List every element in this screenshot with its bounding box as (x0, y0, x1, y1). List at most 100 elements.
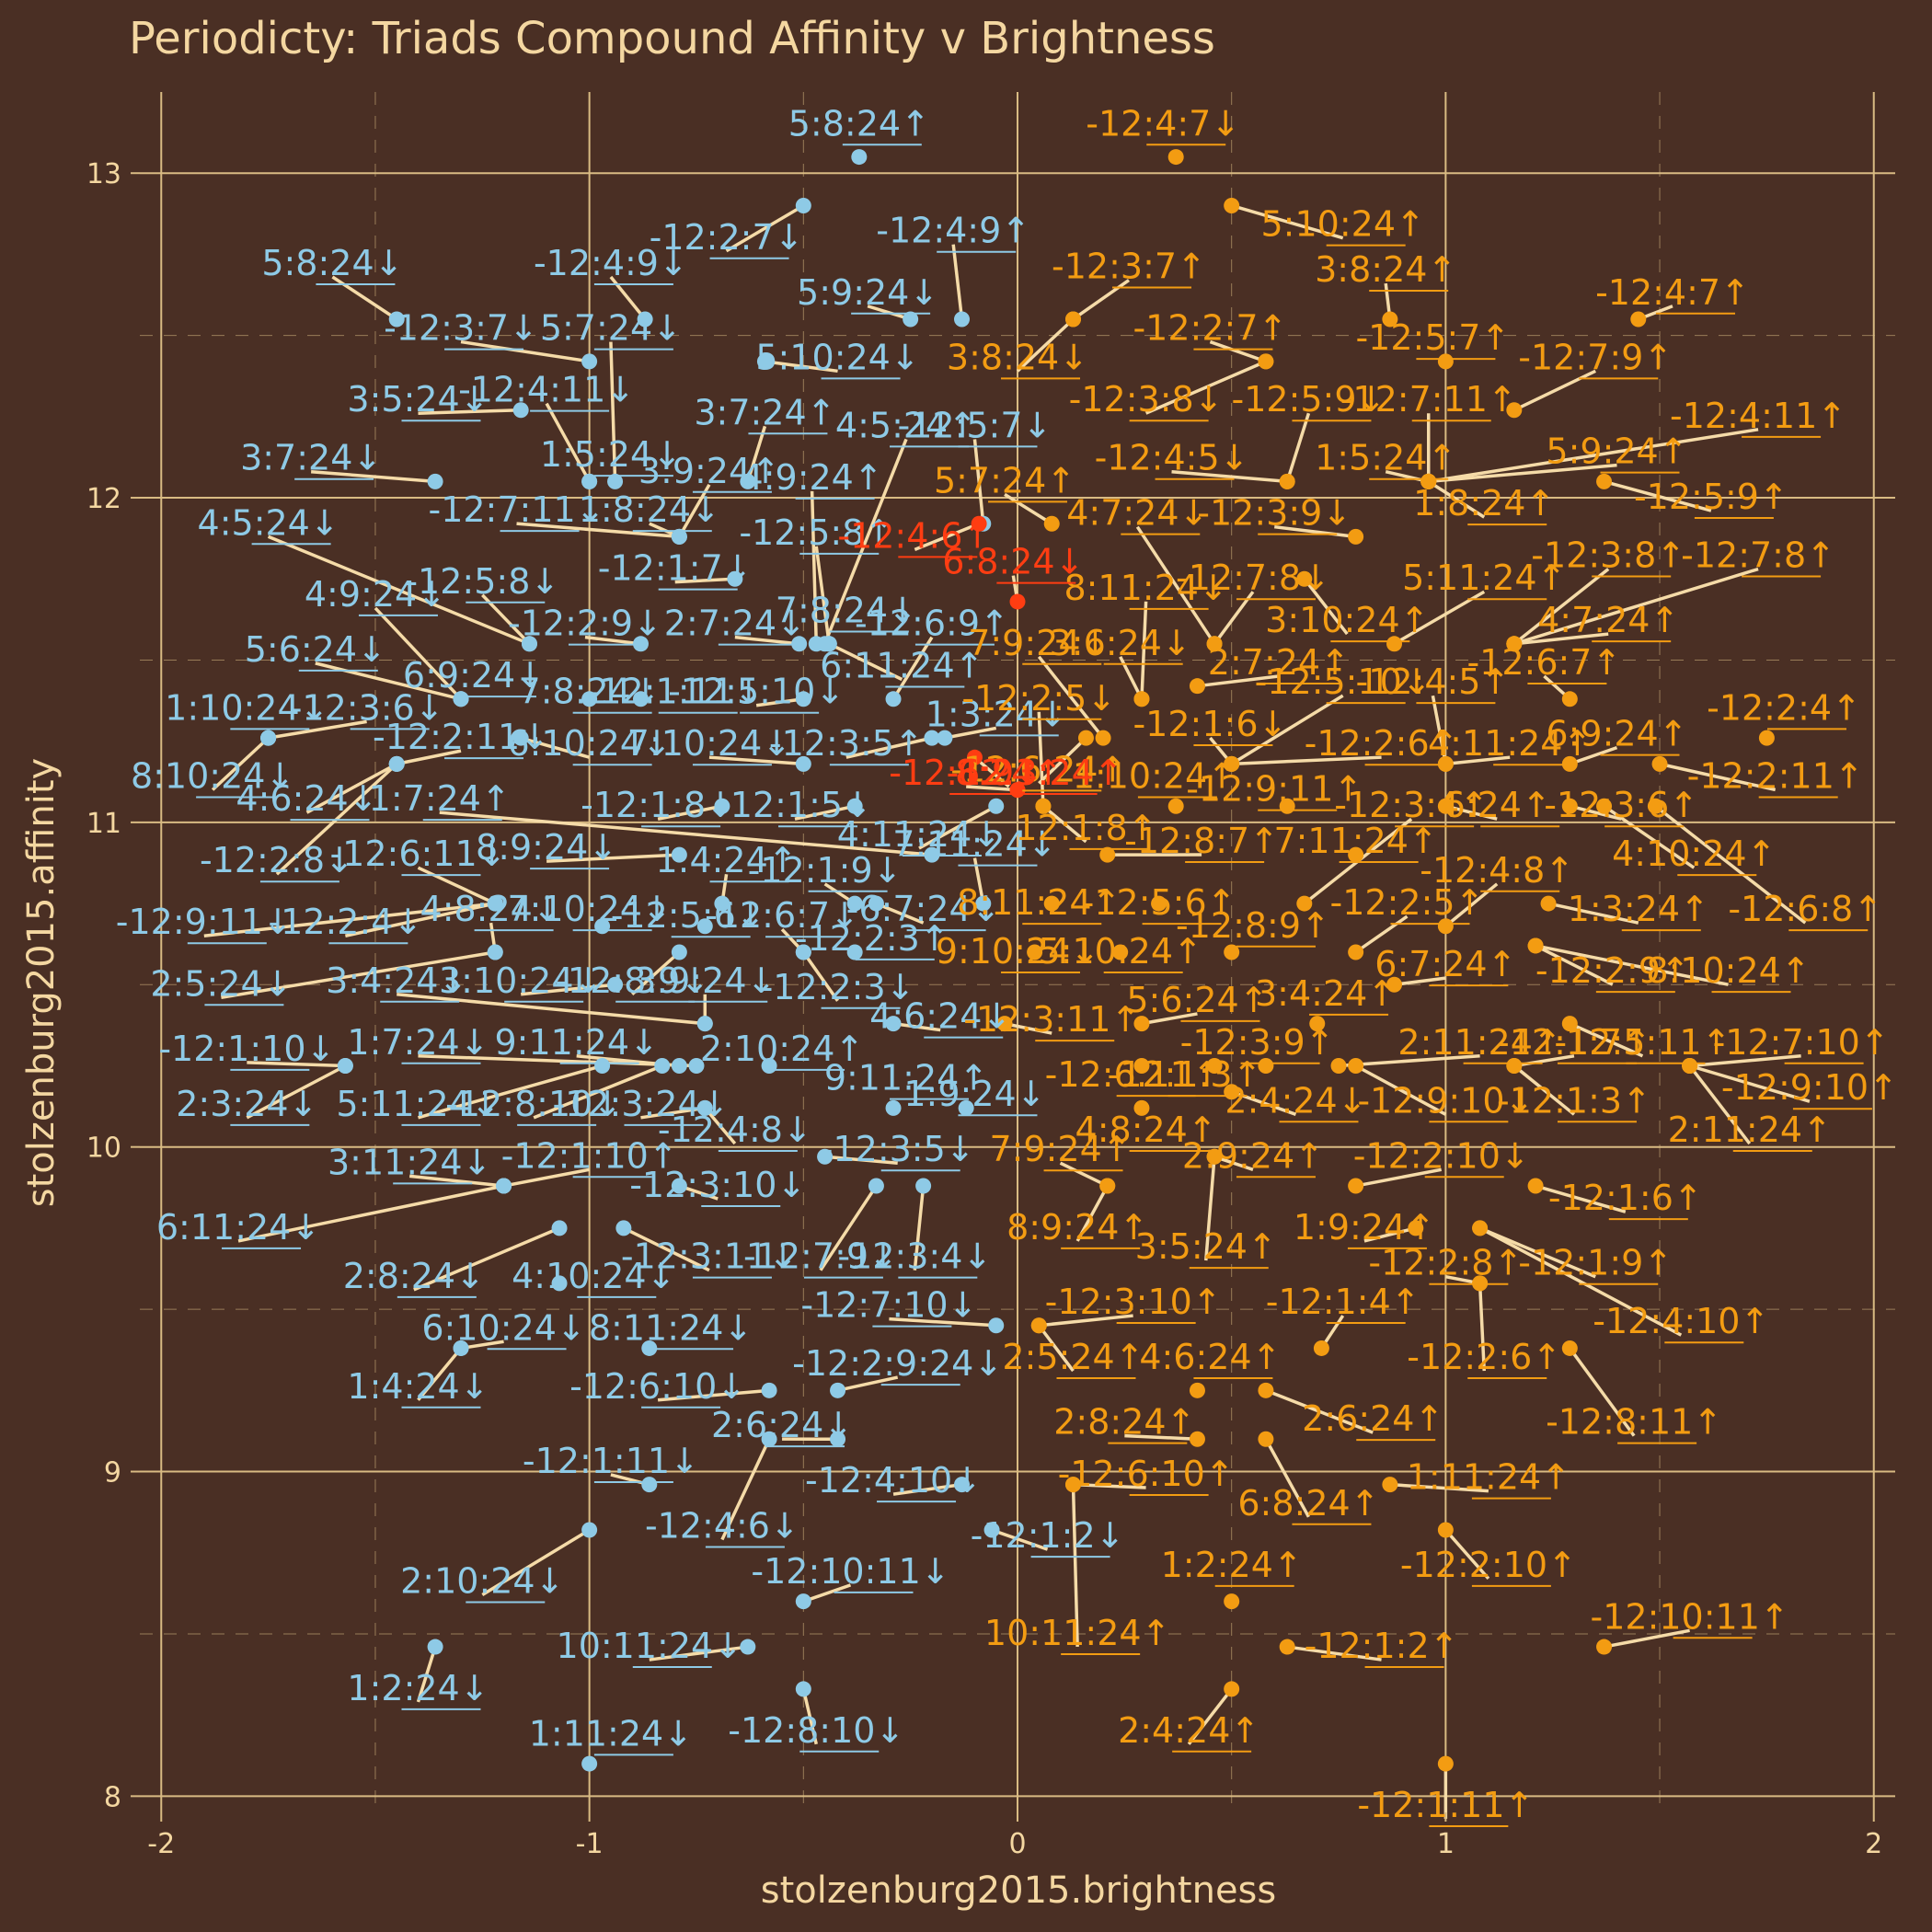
label-leader-line (1285, 412, 1311, 482)
label-leader-line (1204, 1156, 1216, 1261)
point-label: -12:3:10↓ (629, 1165, 806, 1205)
point-label: -12:6:11↑ (1045, 1054, 1222, 1095)
point-label: -12:2:11↓ (373, 717, 549, 757)
point-label: 5:7:24↑ (934, 460, 1075, 500)
point-label: 1:3:24↓ (926, 694, 1067, 734)
data-point (1561, 1016, 1578, 1032)
point-label: 1:5:24↓ (540, 434, 682, 475)
data-point (1348, 846, 1364, 863)
label-leader-line (374, 606, 463, 700)
point-label: 1:10:24↑ (1073, 755, 1236, 796)
label-leader-line (1213, 591, 1255, 645)
label-leader-line (708, 755, 804, 766)
point-label: 2:6:24↓ (711, 1405, 853, 1445)
point-label: -12:8:9↓ (555, 960, 709, 1001)
data-point (521, 636, 537, 652)
label-leader-line (889, 1317, 996, 1328)
point-label: -12:1:6↓ (1133, 704, 1287, 744)
data-point (885, 691, 902, 707)
point-label: -6:7:24↓ (846, 889, 1001, 929)
data-points (260, 149, 1775, 1772)
data-point (1437, 918, 1454, 935)
data-point (1279, 1639, 1295, 1655)
point-label: 9:11:24↓ (495, 1022, 659, 1063)
label-leader-line (268, 719, 367, 740)
data-point (1099, 846, 1116, 863)
label-leader-line (828, 642, 903, 682)
data-point (1348, 1178, 1364, 1194)
point-label: -12:7:11↑ (1340, 379, 1517, 420)
point-label: -12:6:9↓ (889, 753, 1043, 793)
data-point (1651, 755, 1668, 772)
data-point (260, 730, 277, 746)
label-leader-line (802, 1583, 852, 1604)
data-point (654, 1057, 671, 1074)
point-label: 1:11:24↓ (529, 1713, 693, 1754)
point-label: -12:2:7↑ (1133, 308, 1287, 349)
point-label: 2:10:24↑ (700, 1029, 864, 1069)
point-label: -12:4:5↑ (1355, 661, 1510, 702)
point-label: -12:7:10↓ (800, 1285, 977, 1326)
point-label: -12:4:9↓ (534, 243, 688, 283)
point-label: -12:6:10↑ (1058, 1454, 1235, 1494)
data-point (868, 895, 884, 912)
point-label: 1:4:24↑ (655, 840, 797, 880)
label-leader-line (397, 993, 706, 1026)
data-point (885, 1016, 902, 1032)
point-label: -12:7:9↓ (743, 1236, 898, 1277)
data-point (453, 691, 469, 707)
point-label: 6:9:24↓ (403, 655, 545, 696)
point-label: 1:10:24↓ (165, 687, 328, 728)
data-point (1206, 1148, 1223, 1165)
label-leader-line (1689, 1054, 1801, 1068)
y-tick-label: 8 (104, 1781, 121, 1813)
label-leader-line (533, 1064, 663, 1120)
label-leader-line (1478, 1226, 1596, 1279)
data-point (795, 197, 811, 213)
point-label: -12:3:9↓ (1197, 493, 1351, 534)
point-label: -12:2:9↑ (1535, 950, 1690, 991)
data-point (966, 749, 983, 765)
label-leader-line (1428, 428, 1759, 484)
label-leader-line (237, 1184, 504, 1243)
data-point (671, 1057, 687, 1074)
label-leader-line (845, 736, 933, 759)
data-point (1506, 636, 1523, 652)
point-label: 1:2:24↑ (1161, 1545, 1303, 1585)
point-label: -12:8:11↑ (1546, 1402, 1722, 1443)
data-point (830, 1382, 846, 1398)
label-leader-line (1354, 914, 1409, 954)
label-leader-line (1135, 525, 1216, 645)
point-label: 3:7:24↓ (240, 438, 382, 478)
label-leader-line (657, 1388, 770, 1402)
data-point (581, 353, 598, 370)
y-tick-label: 11 (86, 808, 121, 840)
label-leader-line (649, 1645, 749, 1662)
point-label: 7:11:24↓ (892, 824, 1056, 865)
label-leader-line (944, 726, 997, 740)
point-label: -12:6:24↑ (950, 749, 1127, 789)
data-point (696, 1099, 713, 1116)
point-label: -12:1:11↓ (523, 1441, 699, 1481)
label-leader-line (417, 866, 496, 905)
point-label: -12:3:11↑ (963, 999, 1140, 1040)
data-point (1133, 1099, 1150, 1116)
label-leader-line (1037, 655, 1105, 740)
point-label: 3:9:24↓ (634, 960, 776, 1001)
label-leader-line (814, 546, 831, 645)
point-label: -12:4:7↑ (1595, 272, 1750, 313)
label-leader-line (875, 902, 925, 925)
label-leader-line (1512, 568, 1610, 646)
label-leader-line (1274, 524, 1356, 539)
point-label: -12:2:6↑ (1305, 723, 1459, 764)
point-label: 3:6:24↓ (1050, 623, 1191, 663)
point-label: -12:9:10↑ (1721, 1067, 1898, 1108)
label-leader-line (1016, 317, 1075, 373)
data-point (1437, 1755, 1454, 1772)
data-point (1527, 1178, 1544, 1194)
data-point (1561, 1340, 1578, 1356)
data-point (821, 636, 837, 652)
label-leader-line (1604, 1628, 1690, 1649)
label-leader-line (247, 1061, 346, 1068)
